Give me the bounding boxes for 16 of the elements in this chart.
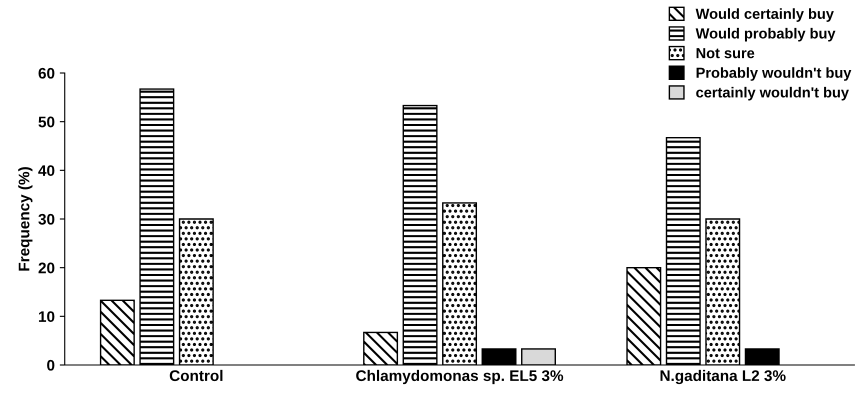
x-tick-label: Chlamydomonas sp. EL5 3%	[356, 370, 564, 384]
y-tick-label: 60	[38, 68, 54, 79]
legend-label: Would probably buy	[696, 28, 836, 42]
legend-label: certainly wouldn't buy	[696, 86, 849, 100]
x-tick-label: Control	[170, 370, 222, 382]
y-tick-label: 20	[38, 262, 54, 274]
y-tick-label: 0	[47, 360, 54, 371]
y-tick-label: 10	[38, 311, 54, 322]
legend-label: Would certainly buy	[696, 8, 834, 22]
legend-label: Probably wouldn't buy	[696, 67, 852, 81]
y-axis-title: Frequency (%)	[18, 167, 32, 271]
x-tick-label: N.gaditana L2 3%	[660, 370, 786, 384]
y-tick-label: 50	[38, 116, 54, 128]
y-tick-label: 40	[38, 165, 54, 176]
legend-label: Not sure	[696, 48, 754, 58]
y-tick-label: 30	[38, 214, 54, 225]
